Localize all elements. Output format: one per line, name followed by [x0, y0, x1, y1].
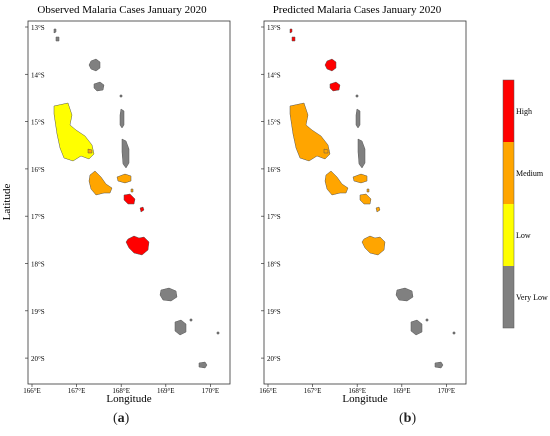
island-paama: [366, 188, 370, 193]
lat-tick-label: 19°S: [267, 308, 281, 316]
island-futuna: [452, 331, 456, 335]
island-tanna: [174, 319, 187, 336]
lon-tick-label: 170°E: [202, 387, 220, 395]
legend-swatch: [503, 80, 514, 142]
island-malakula: [88, 170, 113, 196]
island-pentecost: [357, 138, 366, 169]
map-title-observed: Observed Malaria Cases January 2020: [37, 4, 207, 16]
island-torres-north: [53, 28, 57, 34]
latitude-ticks-predicted: 13°S 14°S 15°S 16°S 17°S 18°S 19°S 20°S: [261, 24, 281, 363]
island-aneityum: [434, 361, 444, 369]
lon-tick-label: 168°E: [112, 387, 130, 395]
island-pentecost: [121, 138, 130, 169]
lon-tick-label: 169°E: [157, 387, 175, 395]
legend-swatch: [503, 142, 514, 204]
lat-tick-label: 14°S: [31, 71, 45, 79]
island-erromango: [159, 287, 178, 302]
island-espiritu-santo: [289, 102, 331, 162]
longitude-ticks-observed: 166°E 167°E 168°E 169°E 170°E: [23, 384, 219, 395]
islands-observed: [53, 28, 220, 369]
lon-tick-label: 168°E: [348, 387, 366, 395]
longitude-ticks-predicted: 166°E 167°E 168°E 169°E 170°E: [259, 384, 455, 395]
legend-label: Medium: [516, 169, 544, 178]
island-gaua: [93, 81, 105, 92]
island-ambrym: [352, 173, 368, 184]
island-aniwa: [425, 318, 429, 322]
lat-tick-label: 15°S: [267, 119, 281, 127]
legend-label: Very Low: [516, 293, 548, 302]
lon-tick-label: 167°E: [68, 387, 86, 395]
lat-tick-label: 17°S: [267, 213, 281, 221]
lon-tick-label: 169°E: [393, 387, 411, 395]
island-malo: [323, 148, 329, 154]
legend-frame: [502, 79, 515, 329]
island-aneityum: [198, 361, 208, 369]
lon-tick-label: 170°E: [438, 387, 456, 395]
latitude-ticks-observed: 13°S 14°S 15°S 16°S 17°S 18°S 19°S 20°S: [25, 24, 45, 363]
island-aniwa: [189, 318, 193, 322]
caption-letter-a: a: [117, 411, 125, 426]
islands-predicted: [289, 28, 456, 369]
lat-tick-label: 18°S: [31, 261, 45, 269]
map-panel-predicted: Predicted Malaria Cases January 2020 13°…: [259, 4, 467, 405]
legend-label: High: [516, 107, 532, 116]
y-axis-label: Latitude: [1, 184, 13, 221]
island-gaua: [329, 81, 341, 92]
lat-tick-label: 16°S: [267, 166, 281, 174]
lon-tick-label: 166°E: [259, 387, 277, 395]
caption-letter-b: b: [403, 411, 412, 426]
lat-tick-label: 20°S: [31, 355, 45, 363]
island-vanua-lava: [88, 58, 101, 72]
lat-tick-label: 18°S: [267, 261, 281, 269]
island-efate: [125, 235, 150, 256]
island-merelava: [355, 94, 359, 98]
x-axis-label-predicted: Longitude: [342, 393, 387, 405]
island-maewo: [355, 108, 361, 129]
island-tongoa: [375, 206, 381, 213]
map-title-predicted: Predicted Malaria Cases January 2020: [273, 4, 442, 16]
island-tongoa: [139, 206, 145, 213]
island-merelava: [119, 94, 123, 98]
island-futuna: [216, 331, 220, 335]
island-torres-north: [289, 28, 293, 34]
lon-tick-label: 166°E: [23, 387, 41, 395]
island-paama: [130, 188, 134, 193]
lat-tick-label: 19°S: [31, 308, 45, 316]
caption-b: (b): [399, 411, 417, 426]
legend-swatch: [503, 204, 514, 266]
legend-label: Low: [516, 231, 531, 240]
island-malo: [87, 148, 93, 154]
island-efate: [361, 235, 386, 256]
lat-tick-label: 16°S: [31, 166, 45, 174]
caption-a: (a): [113, 411, 130, 426]
island-tanna: [410, 319, 423, 336]
legend-swatch: [503, 266, 514, 328]
map-panel-observed: Observed Malaria Cases January 2020 13°S…: [1, 4, 231, 405]
island-maewo: [119, 108, 125, 129]
island-torres-south: [55, 36, 60, 42]
map-frame-observed: [27, 20, 231, 385]
island-vanua-lava: [324, 58, 337, 72]
lon-tick-label: 167°E: [304, 387, 322, 395]
island-ambrym: [116, 173, 132, 184]
island-espiritu-santo: [53, 102, 95, 162]
lat-tick-label: 20°S: [267, 355, 281, 363]
lat-tick-label: 14°S: [267, 71, 281, 79]
lat-tick-label: 17°S: [31, 213, 45, 221]
lat-tick-label: 13°S: [31, 24, 45, 32]
island-torres-south: [291, 36, 296, 42]
legend: High Medium Low Very Low: [502, 79, 548, 329]
island-erromango: [395, 287, 414, 302]
island-epi: [359, 193, 372, 205]
island-malakula: [324, 170, 349, 196]
lat-tick-label: 13°S: [267, 24, 281, 32]
x-axis-label-observed: Longitude: [106, 393, 151, 405]
lat-tick-label: 15°S: [31, 119, 45, 127]
map-frame-predicted: [263, 20, 467, 385]
island-epi: [123, 193, 136, 205]
